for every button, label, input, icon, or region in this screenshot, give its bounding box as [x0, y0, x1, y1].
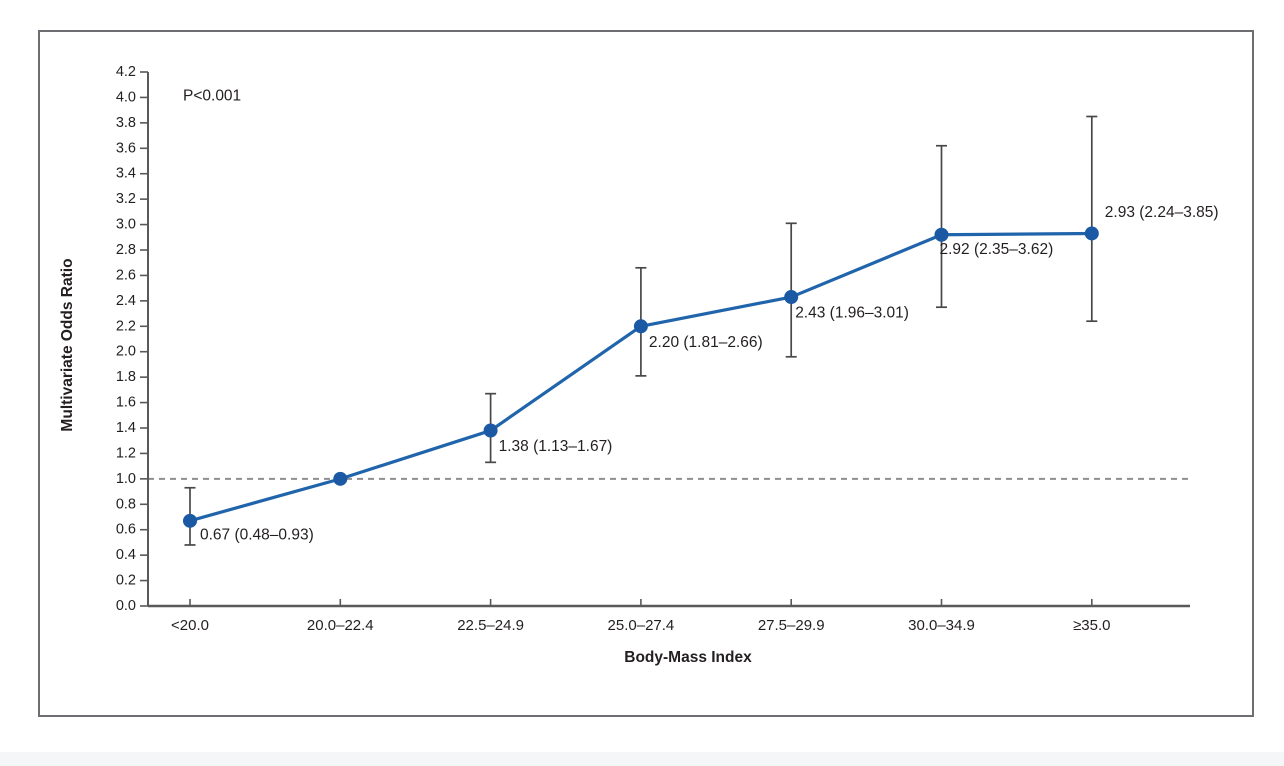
data-point — [333, 471, 348, 486]
y-tick-label: 1.4 — [116, 420, 136, 436]
point-label: 2.43 (1.96–3.01) — [795, 305, 909, 322]
y-axis: 0.0 0.2 0.4 0.6 0.8 1.0 1.2 1.4 1.6 1.8 2.0 2.2 2.4 2… — [59, 64, 149, 614]
x-tick-label: ≥35.0 — [1073, 617, 1110, 634]
x-tick-label: <20.0 — [171, 617, 209, 634]
y-tick-label: 2.2 — [116, 318, 136, 334]
y-tick-label: 0.0 — [116, 598, 136, 614]
data-point — [1084, 226, 1099, 241]
x-tick-label: 25.0–27.4 — [608, 617, 675, 634]
odds-ratio-chart: 0.0 0.2 0.4 0.6 0.8 1.0 1.2 1.4 1.6 1.8 2.0 2.2 2.4 2… — [38, 30, 1254, 717]
x-tick-label: 30.0–34.9 — [908, 617, 975, 634]
y-tick-label: 0.4 — [116, 547, 136, 563]
y-axis-title: Multivariate Odds Ratio — [59, 258, 76, 431]
point-label: 2.93 (2.24–3.85) — [1105, 204, 1219, 221]
y-tick-label: 3.4 — [116, 166, 136, 182]
y-tick-label: 0.6 — [116, 522, 136, 538]
y-tick-label: 4.0 — [116, 89, 136, 105]
y-tick-label: 1.6 — [116, 395, 136, 411]
x-tick-label: 20.0–22.4 — [307, 617, 374, 634]
y-tick-label: 3.2 — [116, 191, 136, 207]
p-value-annotation: P<0.001 — [183, 88, 241, 105]
y-tick-label: 0.2 — [116, 573, 136, 589]
y-tick-label: 1.8 — [116, 369, 136, 385]
x-axis: <20.0 20.0–22.4 22.5–24.9 25.0–27.4 27.5–29.… — [148, 599, 1190, 666]
x-tick-label: 27.5–29.9 — [758, 617, 825, 634]
y-tick-label: 1.0 — [116, 471, 136, 487]
y-tick-label: 2.4 — [116, 293, 136, 309]
y-tick-label: 3.8 — [116, 115, 136, 131]
y-tick-label: 4.2 — [116, 64, 136, 80]
data-point — [784, 290, 799, 305]
data-point — [483, 423, 498, 438]
data-point — [633, 319, 648, 334]
point-label: 0.67 (0.48–0.93) — [200, 526, 314, 543]
y-tick-label: 2.8 — [116, 242, 136, 258]
y-tick-label: 2.0 — [116, 344, 136, 360]
figure-frame — [38, 30, 1254, 717]
point-label: 1.38 (1.13–1.67) — [499, 438, 613, 455]
footer-strip — [0, 752, 1284, 766]
figure-panel: 0.0 0.2 0.4 0.6 0.8 1.0 1.2 1.4 1.6 1.8 2.0 2.2 2.4 2… — [38, 30, 1254, 717]
y-tick-label: 1.2 — [116, 445, 136, 461]
y-tick-label: 3.6 — [116, 140, 136, 156]
point-labels: 0.67 (0.48–0.93) 1.38 (1.13–1.67) 2.20 (1.… — [200, 204, 1219, 543]
data-points — [183, 226, 1099, 528]
y-tick-label: 3.0 — [116, 217, 136, 233]
x-axis-title: Body-Mass Index — [624, 649, 752, 666]
data-point — [183, 513, 197, 528]
y-tick-label: 2.6 — [116, 267, 136, 283]
point-label: 2.20 (1.81–2.66) — [649, 334, 763, 351]
point-label: 2.92 (2.35–3.62) — [940, 241, 1054, 258]
x-tick-label: 22.5–24.9 — [457, 617, 524, 634]
y-tick-label: 0.8 — [116, 496, 136, 512]
data-point — [934, 227, 949, 242]
figure-background — [38, 30, 1254, 717]
